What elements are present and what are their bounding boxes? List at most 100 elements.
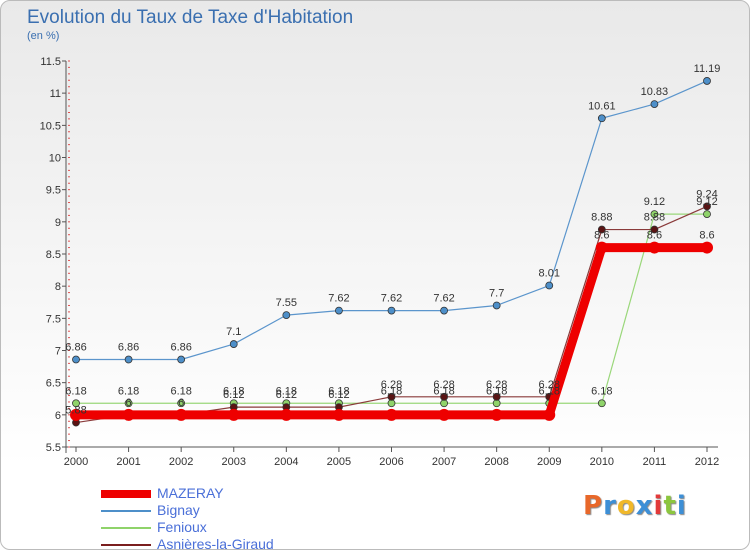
x-tick-label: 2001 [116,456,140,468]
data-point-bignay [492,301,501,310]
data-label-fenioux: 9.12 [644,196,665,208]
y-tick-label: 6.5 [46,378,61,390]
data-point-bignay [124,355,133,364]
y-tick-label: 11 [50,88,61,100]
data-label-bignay: 6.86 [118,342,139,354]
logo-letter: o [616,491,636,521]
data-label-mazeray: 8.6 [594,230,609,242]
data-point-asnieres [387,392,396,401]
logo-letter: i [676,491,687,521]
data-point-fenioux [72,399,80,408]
x-tick-label: 2003 [222,456,246,468]
x-tick-label: 2010 [590,456,614,468]
chart-title: Evolution du Taux de Taxe d'Habitation [27,7,354,28]
data-label-asnieres: 8.88 [591,212,612,224]
data-label-fenioux: 6.18 [433,385,454,397]
y-tick-label: 7 [55,346,61,358]
data-label-asnieres: 6 [178,397,184,409]
x-tick-label: 2006 [379,456,403,468]
data-label-bignay: 7.62 [328,293,349,305]
data-point-bignay [335,306,343,315]
logo-letter: r [603,491,617,521]
legend-swatch-bignay [101,510,151,512]
data-point-mazeray [227,408,240,421]
y-tick-label: 9.5 [46,185,61,197]
x-tick-label: 2002 [169,456,193,468]
logo-letter: P [583,491,604,521]
logo-letter: i [653,491,664,521]
legend-label-fenioux: Fenioux [157,519,207,535]
chart-unit-label: (en %) [27,30,60,42]
data-point-mazeray [648,241,661,254]
data-point-fenioux [650,210,659,219]
data-label-bignay: 10.83 [641,86,669,98]
data-label-bignay: 11.19 [694,63,721,75]
data-label-asnieres: 9.24 [696,188,717,200]
data-point-bignay [72,355,80,364]
y-tick-label: 7.5 [46,313,61,325]
legend-label-bignay: Bignay [157,502,200,518]
data-label-asnieres: 5.88 [65,405,86,417]
data-label-fenioux: 6.18 [539,385,560,397]
data-label-bignay: 7.62 [433,293,454,305]
data-label-fenioux: 6.18 [170,385,191,397]
data-point-bignay [545,281,554,290]
data-label-fenioux: 9.12 [696,196,717,208]
data-label-asnieres: 6.12 [223,389,244,401]
data-point-mazeray [701,241,713,254]
data-label-bignay: 7.1 [226,326,241,338]
data-point-asnieres [492,392,501,401]
data-point-asnieres [650,225,659,234]
data-point-asnieres [440,392,448,401]
y-tick-label: 10.5 [40,120,61,132]
data-label-bignay: 7.55 [276,297,297,309]
data-label-fenioux: 6.18 [381,385,402,397]
data-point-fenioux [177,399,186,408]
data-label-bignay: 7.62 [381,293,402,305]
data-point-fenioux [124,399,133,408]
data-point-bignay [650,100,659,109]
data-label-asnieres: 6.12 [328,389,349,401]
data-label-bignay: 6.86 [170,342,191,354]
x-tick-label: 2007 [432,456,456,468]
data-label-bignay: 7.7 [489,287,504,299]
data-label-fenioux: 6.18 [118,385,139,397]
data-point-bignay [597,114,606,123]
data-point-mazeray [280,408,293,421]
proxiti-logo: Proxiti [583,491,687,521]
data-label-asnieres: 6.28 [381,379,402,391]
data-label-asnieres: 6.28 [433,379,454,391]
data-point-bignay [177,355,186,364]
data-point-asnieres [703,202,711,211]
legend-swatch-asnieres [101,544,151,546]
y-tick-label: 9 [55,217,61,229]
legend-label-asnieres: Asnières-la-Giraud [157,536,274,550]
legend-swatch-mazeray [101,490,151,498]
data-label-asnieres: 6 [126,397,132,409]
data-point-mazeray [490,408,503,421]
x-tick-label: 2012 [695,456,719,468]
data-point-asnieres [597,225,606,234]
data-label-fenioux: 6.18 [591,385,612,397]
y-tick-label: 10 [49,153,61,165]
logo-letter: x [635,491,654,521]
x-tick-label: 2004 [274,456,298,468]
data-point-mazeray [595,241,608,254]
data-label-mazeray: 8.6 [699,230,714,242]
x-tick-label: 2011 [643,456,667,468]
data-point-bignay [387,306,396,315]
data-point-mazeray [70,408,82,421]
data-label-bignay: 6.86 [65,342,86,354]
x-tick-label: 2009 [537,456,561,468]
data-label-fenioux: 6.18 [276,385,297,397]
legend-label-mazeray: MAZERAY [157,485,224,501]
data-point-bignay [440,306,448,315]
data-point-fenioux [440,399,448,408]
data-label-bignay: 8.01 [539,268,560,280]
y-tick-label: 8 [55,281,61,293]
data-point-fenioux [597,399,606,408]
data-label-mazeray: 8.6 [647,230,662,242]
data-point-bignay [703,77,711,85]
